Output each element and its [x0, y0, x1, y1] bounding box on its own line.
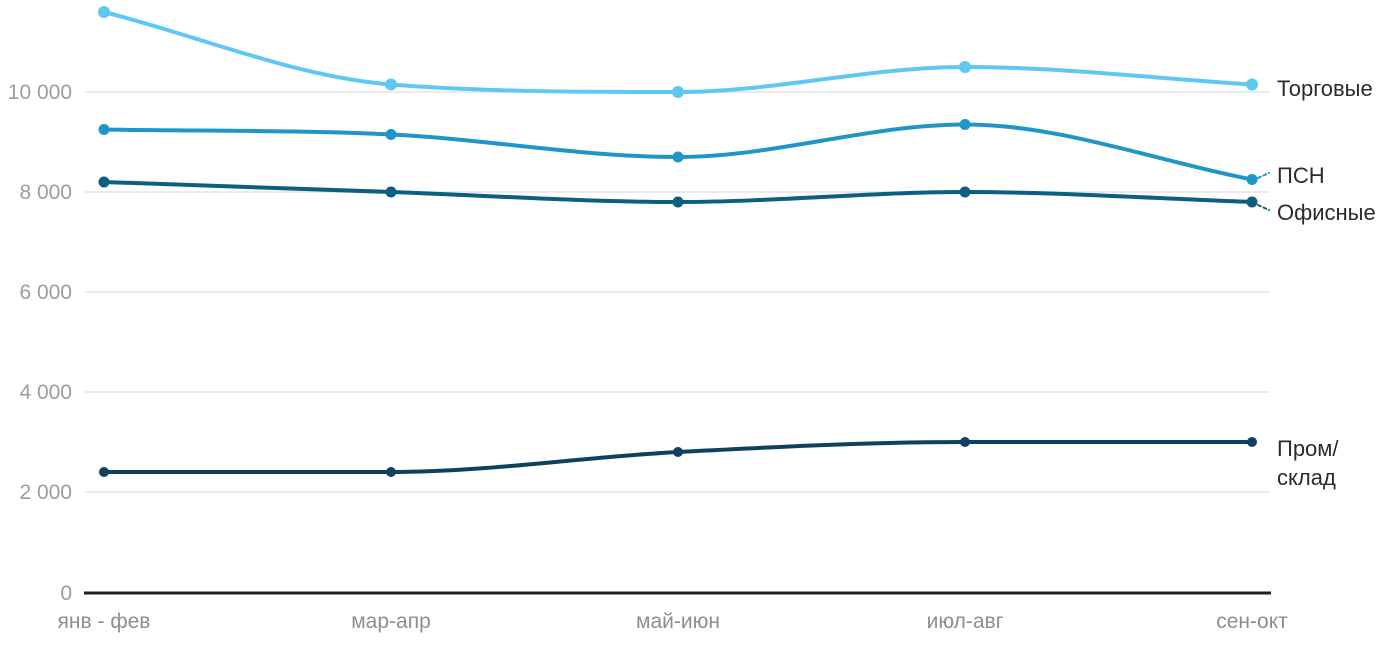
- x-tick-label: мар-апр: [351, 610, 431, 633]
- data-point[interactable]: [98, 176, 110, 188]
- series-line: [102, 10, 1254, 94]
- data-point[interactable]: [385, 78, 397, 91]
- x-tick-label: июл-авг: [927, 610, 1004, 633]
- data-point[interactable]: [1246, 174, 1258, 185]
- series-label: Офисные: [1277, 200, 1376, 225]
- x-tick-label: май-июн: [636, 610, 720, 633]
- series-label: Пром/: [1277, 436, 1339, 461]
- data-point[interactable]: [960, 437, 970, 447]
- series-label: ПСН: [1277, 163, 1325, 188]
- data-point[interactable]: [98, 124, 110, 135]
- data-point[interactable]: [99, 467, 109, 477]
- series-label-leader: [1257, 172, 1270, 179]
- data-point[interactable]: [959, 119, 971, 130]
- data-point[interactable]: [673, 447, 683, 457]
- x-tick-label: янв - фев: [58, 610, 151, 633]
- y-tick-label: 0: [60, 582, 72, 605]
- data-point[interactable]: [672, 196, 684, 208]
- data-point[interactable]: [386, 467, 396, 477]
- y-tick-label: 8 000: [19, 181, 72, 204]
- y-tick-label: 2 000: [19, 481, 72, 504]
- series-label: склад: [1277, 465, 1336, 490]
- data-point[interactable]: [385, 186, 397, 198]
- data-point[interactable]: [959, 61, 971, 73]
- y-tick-label: 10 000: [8, 81, 72, 104]
- data-point[interactable]: [1247, 437, 1257, 447]
- x-tick-label: сен-окт: [1216, 610, 1288, 633]
- data-point[interactable]: [98, 6, 110, 18]
- data-point[interactable]: [672, 86, 684, 98]
- data-point[interactable]: [1246, 78, 1258, 91]
- series-label-leader: [1257, 204, 1270, 211]
- y-tick-label: 4 000: [19, 381, 72, 404]
- data-point[interactable]: [385, 129, 397, 140]
- y-tick-label: 6 000: [19, 281, 72, 304]
- series-label: Торговые: [1277, 76, 1373, 101]
- data-point[interactable]: [1246, 196, 1258, 208]
- data-point[interactable]: [672, 151, 684, 163]
- data-point[interactable]: [959, 186, 971, 198]
